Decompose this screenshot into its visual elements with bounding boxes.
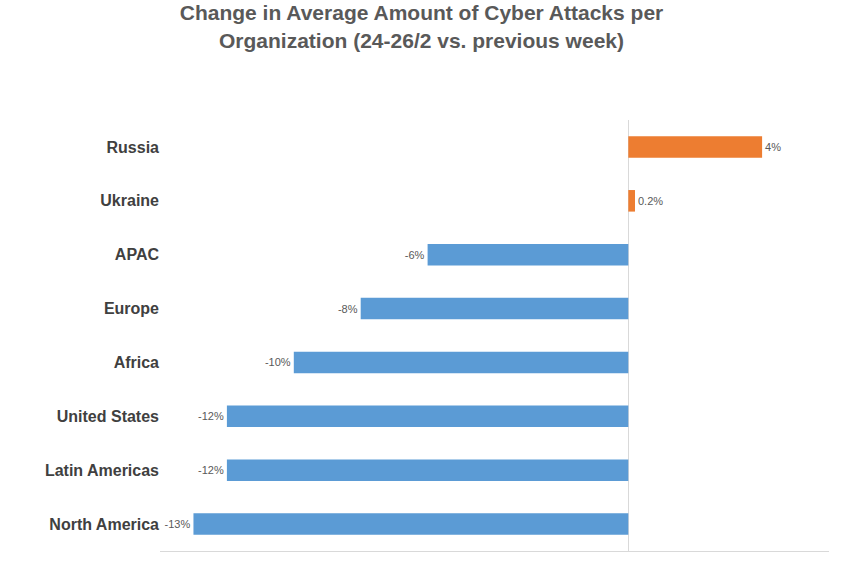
svg-text:Ukraine: Ukraine	[100, 192, 159, 209]
svg-text:Russia: Russia	[107, 139, 160, 156]
svg-text:Latin Americas: Latin Americas	[45, 462, 159, 479]
svg-text:-12%: -12%	[198, 464, 224, 476]
svg-text:-13%: -13%	[165, 518, 191, 530]
svg-text:-6%: -6%	[405, 249, 425, 261]
svg-text:United States: United States	[57, 408, 159, 425]
svg-text:0.2%: 0.2%	[638, 195, 663, 207]
svg-text:-8%: -8%	[338, 303, 358, 315]
svg-text:Africa: Africa	[114, 354, 159, 371]
svg-text:-12%: -12%	[198, 410, 224, 422]
svg-text:Europe: Europe	[104, 300, 159, 317]
svg-text:North America: North America	[49, 516, 159, 533]
svg-text:Change in Average Amount of Cy: Change in Average Amount of Cyber Attack…	[180, 1, 663, 51]
svg-text:4%: 4%	[765, 141, 781, 153]
svg-text:-10%: -10%	[265, 356, 291, 368]
svg-text:APAC: APAC	[115, 246, 160, 263]
